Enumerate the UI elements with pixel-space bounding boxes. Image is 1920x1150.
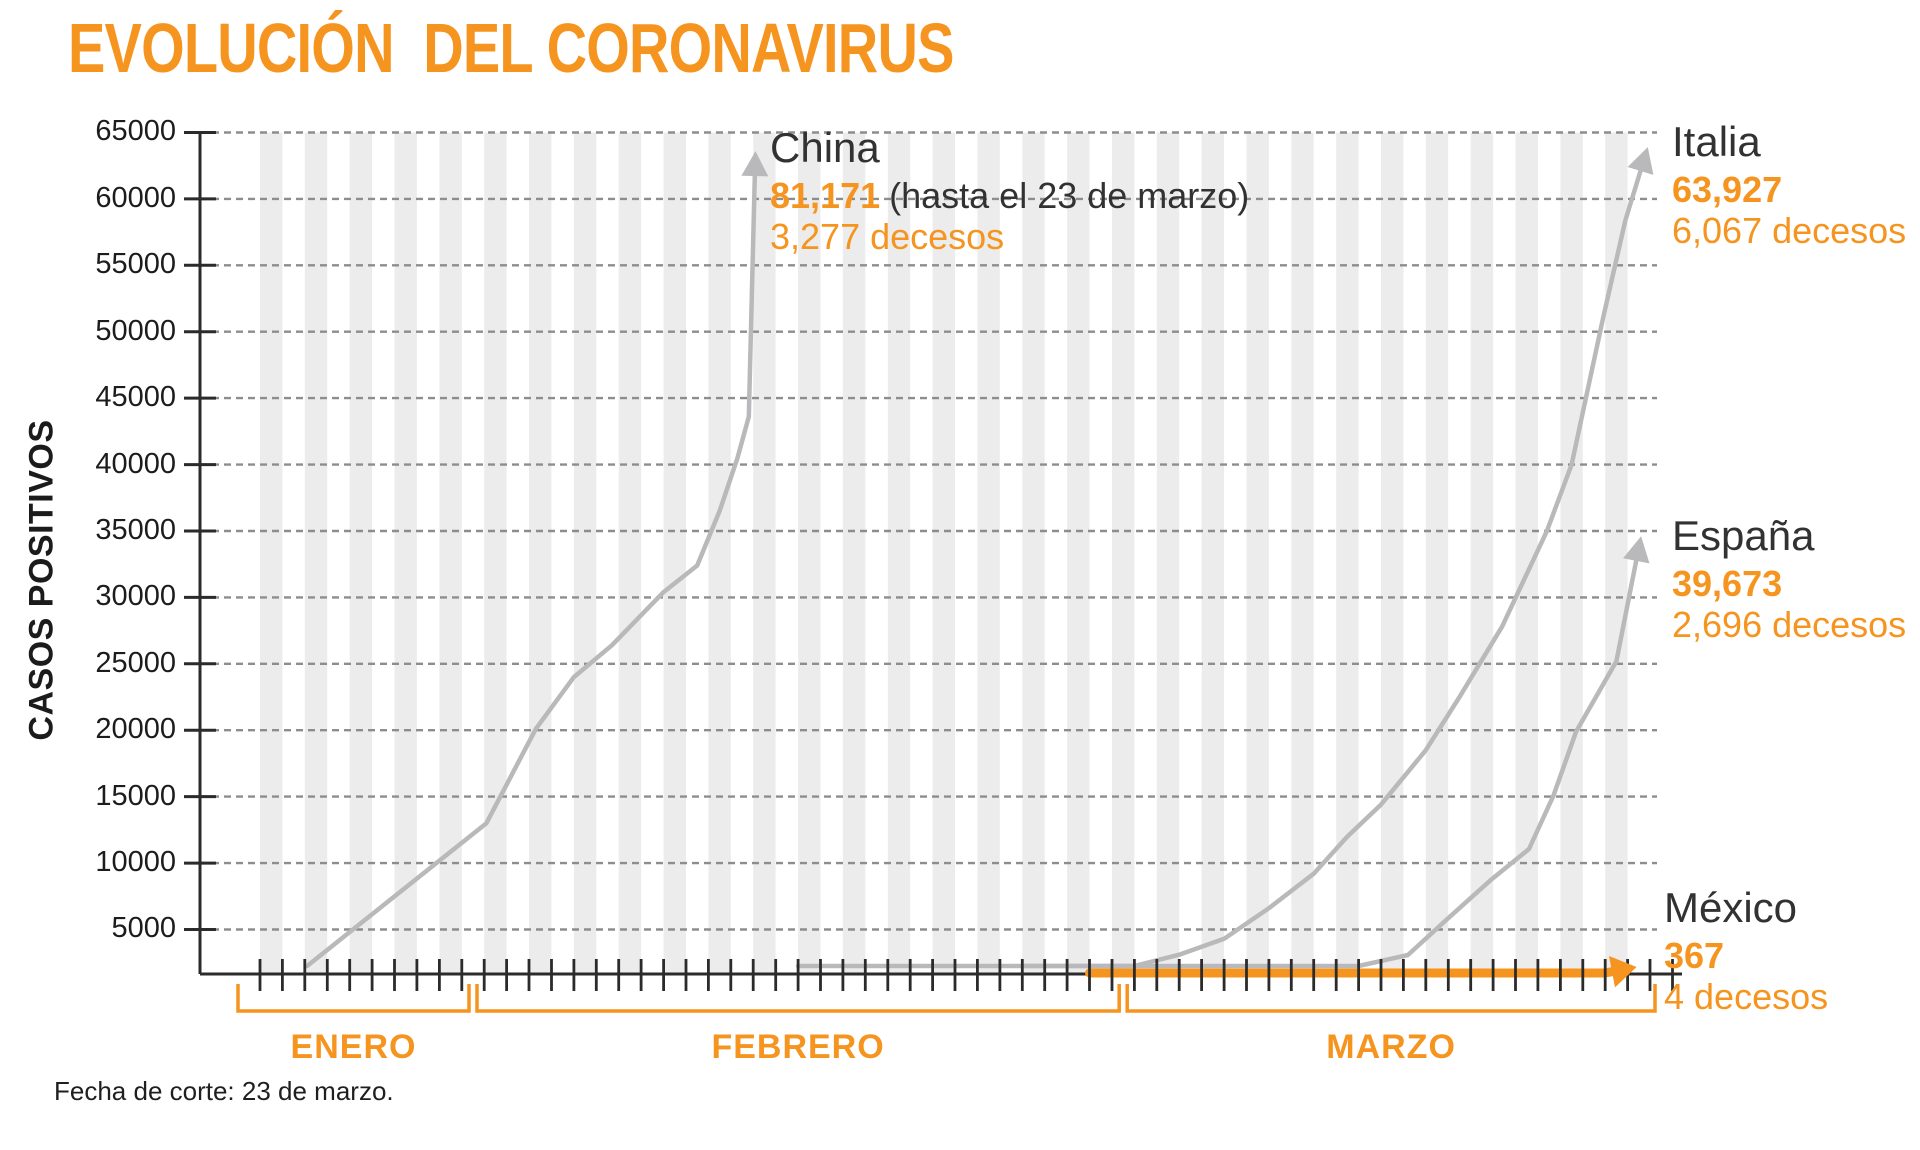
series-line-mexico <box>1085 967 1617 978</box>
series-value-line-mexico: 367 <box>1664 935 1828 976</box>
y-axis-tick-label: 15000 <box>95 779 176 812</box>
series-deaths-italia: 6,067 decesos <box>1672 210 1907 251</box>
background-band <box>977 132 1000 975</box>
arrowhead-mexico <box>1609 956 1637 988</box>
series-name-mexico: México <box>1664 884 1798 931</box>
arrowhead-espana <box>1623 536 1650 564</box>
y-axis-tick-label: 20000 <box>95 713 176 746</box>
series-value-mexico: 367 <box>1664 935 1725 976</box>
arrowhead-china <box>741 151 769 177</box>
background-band <box>887 132 911 975</box>
y-axis-tick-label: 30000 <box>95 580 176 613</box>
y-axis-tick-label: 25000 <box>95 646 176 679</box>
y-axis-tick-label: 35000 <box>95 513 176 546</box>
background-band <box>260 132 283 975</box>
y-axis-tick-label: 10000 <box>95 846 176 879</box>
background-band <box>663 132 687 975</box>
series-name-italia: Italia <box>1672 118 1761 165</box>
background-band <box>1560 132 1583 975</box>
background-band <box>1605 132 1628 975</box>
background-band <box>618 132 642 975</box>
month-label-enero: ENERO <box>290 1028 417 1066</box>
annotation-mexico: México 367 4 decesos <box>1664 884 1828 1017</box>
series-value-china: 81,171 <box>770 175 881 216</box>
arrowhead-italia <box>1627 147 1654 175</box>
background-band <box>842 132 866 975</box>
y-axis-tick-label: 60000 <box>95 181 176 214</box>
series-deaths-espana: 2,696 decesos <box>1672 604 1907 645</box>
background-band <box>1246 132 1269 975</box>
series-value-line-espana: 39,673 <box>1672 563 1906 604</box>
background-band <box>1112 132 1135 975</box>
series-value-line-italia: 63,927 <box>1672 169 1906 210</box>
series-line-china <box>304 173 758 969</box>
y-axis-tick-label: 5000 <box>111 912 176 945</box>
background-band <box>1067 132 1090 975</box>
y-axis-tick-label: 45000 <box>95 381 176 414</box>
background-band <box>394 132 417 975</box>
series-name-espana: España <box>1672 512 1815 559</box>
background-band <box>1515 132 1538 975</box>
background-band <box>1156 132 1180 975</box>
series-name-china: China <box>770 124 880 171</box>
series-value-note-china: (hasta el 23 de marzo) <box>889 175 1250 216</box>
annotation-espana: España 39,673 2,696 decesos <box>1672 512 1906 645</box>
background-band <box>1022 132 1045 975</box>
annotation-italia: Italia 63,927 6,067 decesos <box>1672 118 1906 251</box>
background-band <box>529 132 552 975</box>
month-label-febrero: FEBRERO <box>711 1028 885 1066</box>
y-axis-tick-label: 40000 <box>95 447 176 480</box>
background-band <box>1201 132 1225 975</box>
background-band <box>1470 132 1494 975</box>
series-deaths-mexico: 4 decesos <box>1664 976 1829 1017</box>
y-axis-tick-label: 65000 <box>95 115 176 148</box>
month-label-marzo: MARZO <box>1326 1028 1456 1066</box>
month-bracket <box>236 984 471 1013</box>
y-axis-tick-label: 50000 <box>95 314 176 347</box>
background-band <box>1425 132 1449 975</box>
background-band <box>798 132 821 975</box>
series-value-italia: 63,927 <box>1672 169 1783 210</box>
footnote: Fecha de corte: 23 de marzo. <box>54 1076 394 1106</box>
month-bracket <box>475 984 1121 1013</box>
annotation-china: China 81,171 (hasta el 23 de marzo) 3,277… <box>770 124 1249 257</box>
y-axis-tick-label: 55000 <box>95 248 176 281</box>
background-band <box>349 132 373 975</box>
page-title: EVOLUCIÓN DEL CORONAVIRUS <box>68 9 954 87</box>
background-band <box>708 132 731 975</box>
background-band <box>573 132 597 975</box>
background-band <box>932 132 956 975</box>
background-band <box>1291 132 1314 975</box>
series-deaths-china: 3,277 decesos <box>770 216 1005 257</box>
series-value-line-china: 81,171 (hasta el 23 de marzo) <box>770 175 1249 216</box>
background-band <box>1336 132 1359 975</box>
background-band <box>753 132 776 975</box>
background-band <box>439 132 462 975</box>
background-band <box>304 132 328 975</box>
background-band <box>1381 132 1404 975</box>
series-value-espana: 39,673 <box>1672 563 1783 604</box>
month-bracket <box>1125 984 1657 1013</box>
background-band <box>484 132 507 975</box>
